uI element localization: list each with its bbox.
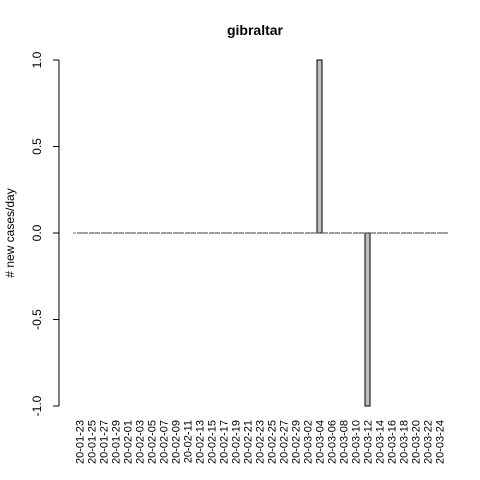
x-tick-label: 20-03-06	[327, 420, 339, 464]
x-tick-label: 20-02-17	[219, 420, 231, 464]
x-tick-label: 20-02-15	[207, 420, 219, 464]
x-tick-label: 20-02-05	[147, 420, 159, 464]
x-tick-label: 20-02-01	[123, 420, 135, 464]
x-tick-label: 20-01-25	[87, 420, 99, 464]
chart-title: gibraltar	[227, 22, 284, 38]
x-tick-label: 20-02-25	[267, 420, 279, 464]
x-tick-label: 20-01-27	[99, 420, 111, 464]
y-tick-label: 0.0	[30, 224, 44, 241]
x-tick-label: 20-02-29	[291, 420, 303, 464]
bar	[364, 232, 371, 407]
x-tick-label: 20-02-11	[183, 420, 195, 463]
y-tick-label: -0.5	[30, 309, 44, 330]
x-tick-label: 20-03-14	[375, 420, 387, 464]
bar	[316, 59, 323, 234]
x-tick-label: 20-01-29	[111, 420, 123, 464]
x-tick-label: 20-02-23	[255, 420, 267, 464]
x-tick-label: 20-03-16	[387, 420, 399, 464]
y-axis: -1.0 -0.5 0.0 0.5 1.0	[30, 51, 60, 416]
x-tick-label: 20-02-13	[195, 420, 207, 464]
x-tick-label: 20-03-22	[423, 420, 435, 464]
x-tick-label: 20-03-18	[399, 420, 411, 464]
x-tick-label: 20-03-24	[435, 420, 447, 464]
x-tick-label: 20-02-03	[135, 420, 147, 464]
y-tick-label: 0.5	[30, 138, 44, 155]
x-tick-label: 20-02-09	[171, 420, 183, 464]
bars	[73, 59, 449, 407]
x-tick-label: 20-03-04	[315, 420, 327, 464]
x-tick-label: 20-03-10	[351, 420, 363, 464]
x-tick-label: 20-02-27	[279, 420, 291, 464]
x-tick-label: 20-03-20	[411, 420, 423, 464]
x-tick-label: 20-02-07	[159, 420, 171, 464]
x-tick-label: 20-03-08	[339, 420, 351, 464]
x-tick-label: 20-01-23	[75, 420, 87, 464]
x-tick-label: 20-02-21	[243, 420, 255, 464]
x-tick-label: 20-03-12	[363, 420, 375, 464]
x-tick-label: 20-03-02	[303, 420, 315, 464]
y-axis-label: # new cases/day	[3, 188, 17, 277]
y-tick-label: 1.0	[30, 51, 44, 68]
y-tick-label: -1.0	[30, 395, 44, 416]
x-axis-tick-labels: 20-01-23 20-01-25 20-01-27 20-01-29 20-02-01…	[75, 420, 447, 464]
x-tick-label: 20-02-19	[231, 420, 243, 464]
